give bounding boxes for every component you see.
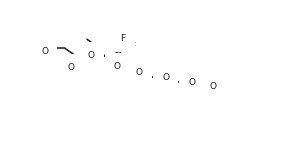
Text: F: F bbox=[121, 34, 126, 43]
Text: O: O bbox=[188, 78, 196, 87]
Text: O: O bbox=[68, 63, 75, 72]
Text: O: O bbox=[210, 82, 217, 90]
Text: O: O bbox=[87, 51, 95, 60]
Text: O: O bbox=[114, 62, 121, 71]
Text: F: F bbox=[130, 42, 135, 52]
Text: O: O bbox=[162, 73, 169, 82]
Text: O: O bbox=[136, 68, 143, 77]
Text: O: O bbox=[41, 47, 48, 56]
